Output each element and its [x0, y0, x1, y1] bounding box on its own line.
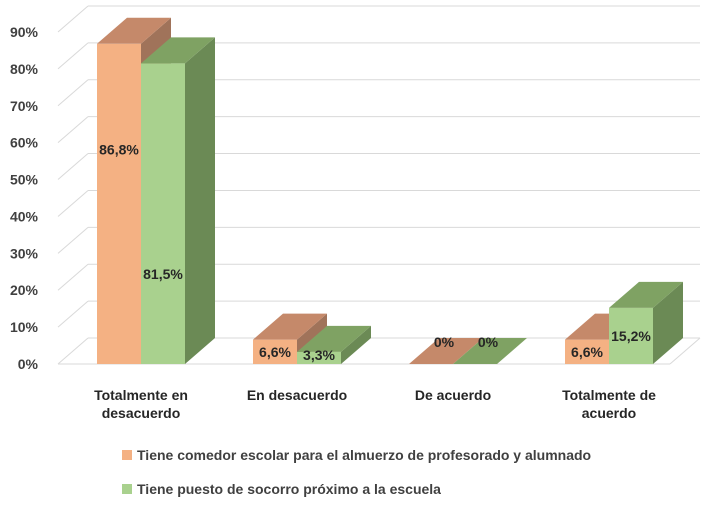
gridline-side	[57, 42, 89, 70]
y-tick-label: 70%	[10, 98, 39, 114]
data-label: 86,8%	[99, 141, 139, 157]
bar	[297, 325, 371, 364]
y-tick-label: 0%	[18, 356, 39, 372]
data-labels: 86,8% 6,6% 0% 6,6% 81,5% 3,3% 0% 15,2%	[99, 141, 651, 363]
legend-swatch	[122, 484, 132, 494]
bar-front	[141, 63, 185, 364]
bar-side	[341, 325, 371, 364]
gridline-side	[57, 300, 89, 328]
bar-front	[297, 351, 341, 364]
floor-edge-right	[669, 337, 701, 365]
data-label: 0%	[434, 334, 455, 350]
gridline-side	[57, 153, 89, 180]
y-axis-ticks: 0% 10% 20% 30% 40% 50% 60% 70% 80% 90%	[10, 24, 39, 372]
bar-front	[565, 339, 609, 364]
category-label: Totalmente de acuerdo	[562, 387, 656, 421]
bar	[409, 338, 483, 364]
data-label: 6,6%	[571, 344, 603, 360]
bar-top	[409, 338, 483, 364]
y-tick-label: 90%	[10, 24, 39, 40]
bar-top	[97, 17, 171, 44]
y-tick-label: 50%	[10, 172, 39, 188]
bar-top	[297, 325, 371, 352]
y-tick-label: 30%	[10, 245, 39, 261]
gridline-side	[57, 337, 89, 365]
category-label: De acuerdo	[415, 387, 491, 403]
bar-top	[253, 313, 327, 340]
bars	[97, 17, 683, 365]
legend-entry: Tiene comedor escolar para el almuerzo d…	[122, 447, 591, 463]
y-tick-label: 20%	[10, 282, 39, 298]
gridline-side	[57, 5, 89, 33]
bar	[453, 338, 527, 364]
bar-front	[97, 43, 141, 364]
data-label: 0%	[478, 334, 499, 350]
legend-label: Tiene comedor escolar para el almuerzo d…	[137, 447, 591, 463]
y-tick-label: 40%	[10, 208, 39, 224]
gridline-side	[57, 116, 89, 144]
data-label: 3,3%	[303, 347, 335, 363]
category-label: Totalmente en desacuerdo	[94, 387, 188, 421]
data-label: 6,6%	[259, 344, 291, 360]
legend-label: Tiene puesto de socorro próximo a la esc…	[137, 481, 441, 497]
bar-front	[253, 339, 297, 364]
gridline-side	[57, 190, 89, 217]
bar	[141, 37, 215, 364]
bar-side	[185, 37, 215, 364]
data-label: 15,2%	[611, 328, 651, 344]
x-axis-categories: Totalmente en desacuerdo En desacuerdo De a…	[94, 387, 656, 421]
gridline-side	[57, 79, 89, 107]
bar-top	[141, 37, 215, 64]
bar-side	[653, 281, 683, 364]
bar-top	[453, 338, 527, 364]
category-label: En desacuerdo	[247, 387, 347, 403]
y-tick-label: 10%	[10, 319, 39, 335]
data-label: 81,5%	[143, 266, 183, 282]
bar	[609, 281, 683, 364]
legend: Tiene comedor escolar para el almuerzo d…	[122, 447, 591, 497]
y-tick-label: 60%	[10, 135, 39, 151]
gridline-side	[57, 226, 89, 254]
y-tick-label: 80%	[10, 61, 39, 77]
legend-swatch	[122, 450, 132, 460]
legend-entry: Tiene puesto de socorro próximo a la esc…	[122, 481, 441, 497]
bar-front	[609, 307, 653, 364]
bar-top	[609, 281, 683, 308]
gridline-side	[57, 263, 89, 291]
